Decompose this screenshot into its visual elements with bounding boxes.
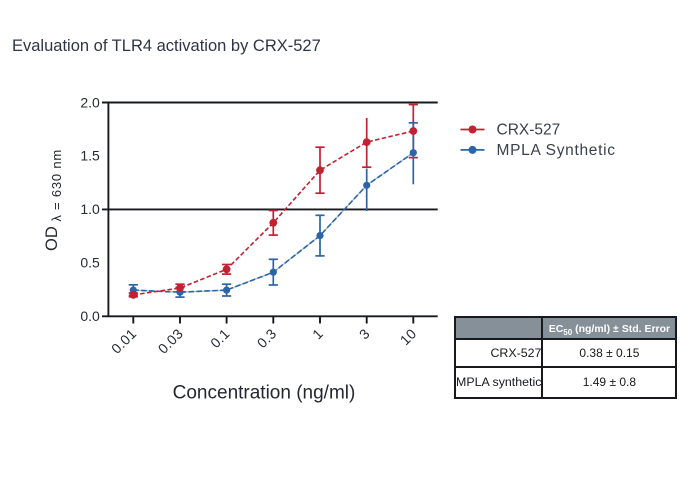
svg-text:CRX-527: CRX-527 [497, 122, 561, 139]
svg-text:Concentration (ng/ml): Concentration (ng/ml) [173, 383, 356, 404]
svg-text:0.03: 0.03 [155, 325, 186, 356]
svg-text:0.01: 0.01 [108, 325, 139, 356]
svg-text:3: 3 [356, 325, 373, 342]
svg-text:0.0: 0.0 [80, 308, 100, 324]
svg-text:0.5: 0.5 [80, 255, 100, 271]
svg-text:0.1: 0.1 [207, 325, 233, 351]
svg-text:0.3: 0.3 [254, 325, 280, 351]
svg-text:OD λ = 630 nm: OD λ = 630 nm [43, 149, 64, 251]
svg-text:1: 1 [309, 325, 326, 342]
svg-text:MPLA Synthetic: MPLA Synthetic [497, 142, 616, 159]
svg-text:1.5: 1.5 [80, 148, 100, 164]
svg-text:2.0: 2.0 [80, 94, 100, 110]
svg-text:10: 10 [397, 325, 420, 348]
svg-text:1.0: 1.0 [80, 201, 100, 217]
